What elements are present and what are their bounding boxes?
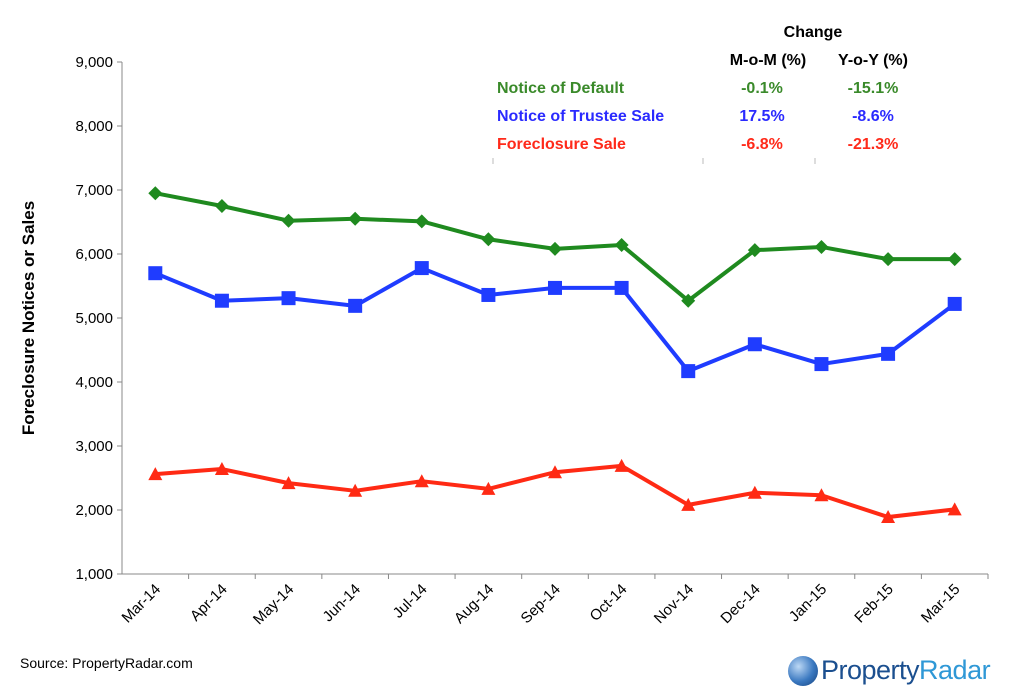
table-row-label: Notice of Default	[497, 80, 625, 97]
data-point	[414, 474, 429, 488]
table-row-label: Foreclosure Sale	[497, 136, 626, 153]
data-point	[214, 199, 229, 213]
data-point	[214, 462, 229, 476]
x-tick-label: Aug-14	[451, 581, 497, 627]
logo-text-property: Property	[821, 655, 920, 685]
data-point	[548, 465, 562, 479]
data-point	[614, 458, 629, 472]
x-tick-label: Oct-14	[587, 581, 631, 625]
x-tick-label: Jan-15	[786, 581, 830, 625]
data-point	[947, 296, 962, 311]
table-row-yoy: -21.3%	[848, 136, 899, 153]
y-tick-label: 9,000	[75, 54, 113, 71]
data-point	[548, 241, 562, 256]
propertyradar-logo: Property Radar	[788, 655, 991, 686]
data-point	[348, 211, 363, 226]
data-point	[414, 261, 429, 276]
table-title: Change	[784, 24, 843, 41]
x-tick-label: Sep-14	[518, 581, 564, 627]
data-point	[614, 280, 629, 295]
data-point	[747, 485, 762, 499]
data-point	[681, 364, 696, 379]
x-tick-label: Jun-14	[320, 581, 364, 625]
data-point	[947, 252, 962, 267]
logo-text-radar: Radar	[919, 655, 991, 685]
table-row-mom: 17.5%	[739, 108, 784, 125]
data-point	[414, 214, 429, 229]
table-row-label: Notice of Trustee Sale	[497, 108, 664, 125]
y-tick-label: 7,000	[75, 182, 113, 199]
y-tick-label: 5,000	[75, 310, 113, 327]
x-tick-label: Mar-15	[918, 581, 964, 627]
data-point	[614, 238, 629, 253]
data-point	[348, 298, 363, 313]
y-tick-label: 3,000	[75, 438, 113, 455]
x-tick-label: May-14	[250, 581, 297, 628]
data-point	[148, 467, 163, 481]
data-point	[548, 280, 562, 295]
data-point	[281, 476, 296, 490]
data-point	[481, 287, 496, 302]
data-point	[747, 243, 762, 258]
data-point	[681, 497, 696, 511]
x-tick-label: Dec-14	[717, 581, 763, 627]
x-tick-label: Nov-14	[651, 581, 697, 627]
data-point	[881, 346, 896, 361]
x-tick-label: Jul-14	[390, 581, 431, 622]
table-header-yoy: Y-o-Y (%)	[838, 52, 908, 69]
data-point	[814, 488, 829, 502]
y-tick-label: 1,000	[75, 566, 113, 583]
data-point	[281, 213, 296, 228]
y-axis-label: Foreclosure Notices or Sales	[19, 201, 38, 435]
table-row-yoy: -8.6%	[852, 108, 894, 125]
data-point	[947, 502, 962, 516]
y-tick-label: 2,000	[75, 502, 113, 519]
table-row-yoy: -15.1%	[848, 80, 899, 97]
data-point	[214, 293, 229, 308]
y-tick-label: 4,000	[75, 374, 113, 391]
data-point	[148, 186, 163, 201]
data-point	[481, 481, 496, 495]
source-note: Source: PropertyRadar.com	[20, 655, 193, 671]
globe-icon	[788, 655, 818, 686]
x-tick-label: Apr-14	[187, 581, 231, 625]
data-point	[148, 266, 163, 281]
data-point	[814, 357, 829, 372]
data-point	[481, 232, 496, 247]
data-point	[881, 510, 896, 524]
data-point	[747, 337, 762, 352]
y-tick-label: 8,000	[75, 118, 113, 135]
y-tick-label: 6,000	[75, 246, 113, 263]
data-point	[281, 291, 296, 306]
data-point	[348, 483, 363, 497]
data-point	[814, 239, 829, 254]
x-tick-label: Mar-14	[119, 581, 165, 627]
x-tick-label: Feb-15	[851, 581, 897, 627]
table-row-mom: -6.8%	[741, 136, 783, 153]
table-row-mom: -0.1%	[741, 80, 783, 97]
data-point	[681, 293, 696, 308]
table-header-mom: M-o-M (%)	[730, 52, 806, 69]
data-point	[881, 252, 896, 267]
